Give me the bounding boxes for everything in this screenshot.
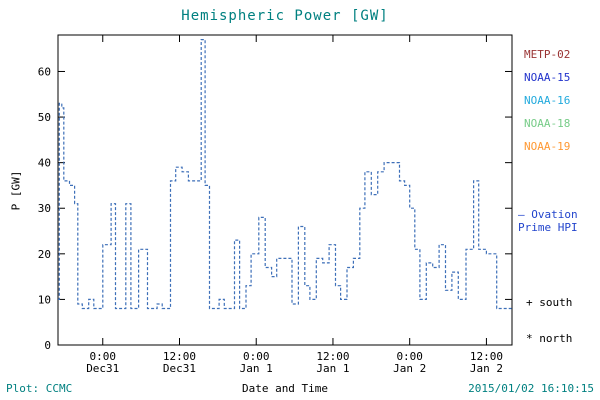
svg-text:Jan 2: Jan 2 [393,362,426,375]
svg-text:Jan 2: Jan 2 [470,362,503,375]
svg-text:0:00: 0:00 [396,350,423,363]
legend-item-noaa19: NOAA-19 [524,140,571,153]
svg-text:Dec31: Dec31 [163,362,196,375]
ovation-label-line1: – Ovation [518,208,578,221]
svg-text:12:00: 12:00 [470,350,503,363]
svg-text:Jan 1: Jan 1 [240,362,273,375]
svg-text:0: 0 [44,339,51,352]
svg-text:20: 20 [38,248,51,261]
svg-text:12:00: 12:00 [316,350,349,363]
svg-text:0:00: 0:00 [243,350,270,363]
y-axis-label: P [GW] [9,170,23,211]
svg-text:0:00: 0:00 [90,350,117,363]
legend-item-noaa16: NOAA-16 [524,94,571,107]
svg-text:12:00: 12:00 [163,350,196,363]
svg-text:60: 60 [38,65,51,78]
plot-credit: Plot: CCMC [6,382,73,395]
svg-text:Dec31: Dec31 [86,362,119,375]
svg-text:Jan 1: Jan 1 [316,362,349,375]
svg-text:50: 50 [38,111,51,124]
legend-item-noaa15: NOAA-15 [524,71,571,84]
south-marker-label: + south [526,296,573,309]
svg-text:30: 30 [38,202,51,215]
legend-item-noaa18: NOAA-18 [524,117,571,130]
north-marker-label: * north [526,332,573,345]
page-title: Hemispheric Power [GW] [181,8,389,24]
x-axis-label: Date and Time [241,382,329,395]
svg-text:40: 40 [38,157,51,170]
legend-item-metp02: METP-02 [524,48,571,61]
ovation-label: – Ovation Prime HPI [518,208,578,234]
ovation-label-line2: Prime HPI [518,221,578,234]
timestamp: 2015/01/02 16:10:15 [468,382,594,395]
svg-text:10: 10 [38,293,51,306]
